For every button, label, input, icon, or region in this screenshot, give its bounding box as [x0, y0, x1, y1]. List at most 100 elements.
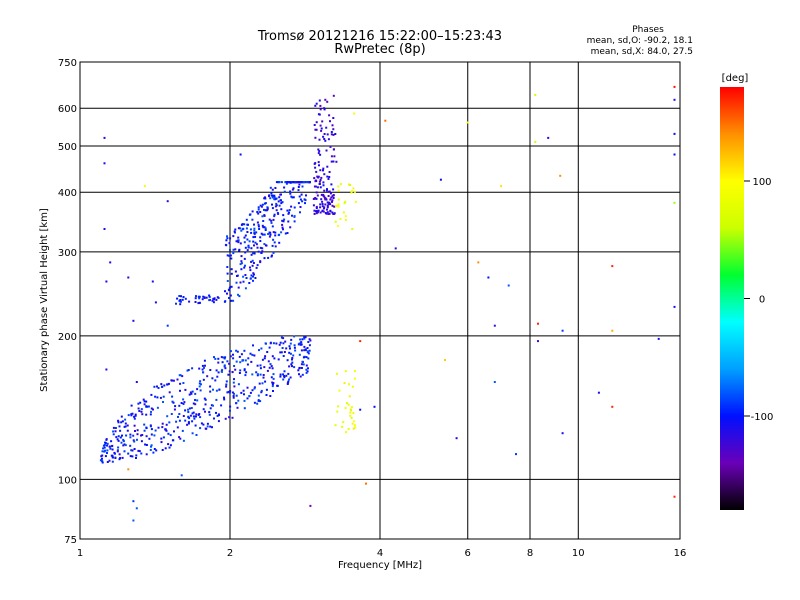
data-point [264, 227, 267, 230]
data-point [212, 297, 215, 300]
data-point [287, 380, 290, 383]
data-point [299, 341, 302, 344]
data-point [344, 370, 347, 373]
data-point [321, 205, 324, 208]
data-point [264, 197, 267, 200]
data-point [182, 415, 185, 417]
data-point [305, 364, 308, 367]
data-point [238, 372, 241, 374]
data-point [143, 400, 146, 403]
data-point [354, 200, 357, 203]
data-point [493, 381, 496, 383]
data-point [313, 209, 316, 212]
data-point [332, 117, 335, 119]
data-point [283, 376, 286, 379]
data-point [136, 438, 138, 441]
data-point [188, 300, 191, 303]
data-point [282, 337, 285, 340]
data-point [308, 344, 311, 347]
data-point [339, 183, 342, 186]
data-point [208, 295, 211, 298]
data-point [224, 290, 226, 293]
data-point [217, 361, 220, 364]
data-point [268, 235, 271, 238]
data-point [223, 300, 226, 303]
data-point [142, 398, 145, 401]
data-point [243, 349, 246, 352]
data-point [334, 220, 337, 223]
data-point [252, 279, 254, 282]
chart-subtitle: RwPretec (8p) [334, 42, 425, 57]
data-point [229, 237, 232, 240]
data-point [300, 367, 303, 369]
data-point [132, 500, 135, 503]
data-point [328, 176, 331, 178]
data-point [318, 99, 321, 102]
data-point [122, 438, 125, 441]
data-point [323, 138, 326, 140]
data-point [206, 375, 209, 378]
data-point [124, 444, 127, 447]
data-point [269, 342, 272, 345]
data-point [239, 242, 242, 245]
data-point [280, 181, 283, 184]
data-point [251, 389, 254, 392]
grid [80, 62, 680, 539]
data-point [275, 181, 278, 184]
data-point [255, 371, 258, 374]
data-point [268, 195, 270, 198]
data-point [303, 181, 305, 184]
data-point [103, 450, 106, 453]
data-point [326, 175, 329, 178]
data-point [673, 305, 676, 308]
data-point [130, 414, 133, 417]
data-point [306, 347, 309, 349]
data-point [320, 193, 323, 196]
data-point [136, 429, 139, 432]
data-point [319, 211, 322, 214]
data-point [125, 434, 128, 437]
data-point [230, 257, 233, 260]
data-point [232, 396, 235, 399]
stats-heading: Phases [632, 25, 664, 35]
data-point [170, 379, 173, 382]
data-point [193, 417, 196, 420]
data-point [349, 408, 352, 411]
data-point [189, 391, 192, 394]
data-point [322, 135, 325, 138]
data-point [131, 455, 134, 458]
data-point [186, 423, 189, 426]
data-point [256, 246, 259, 249]
data-point [275, 209, 278, 212]
data-point [243, 257, 246, 260]
data-point [165, 423, 168, 426]
data-point [300, 193, 303, 196]
data-point [289, 190, 292, 193]
data-point [102, 444, 105, 447]
data-point [157, 426, 160, 429]
data-point [159, 396, 162, 399]
data-point [147, 405, 150, 408]
data-point [328, 212, 331, 215]
data-point [220, 404, 223, 407]
data-point [302, 356, 305, 359]
data-point [153, 448, 156, 450]
data-point [234, 248, 237, 251]
data-point [187, 421, 190, 424]
data-point [216, 375, 219, 378]
data-point [315, 121, 318, 124]
data-point [297, 202, 300, 205]
data-point [318, 180, 321, 183]
data-point [315, 212, 318, 215]
data-point [133, 415, 136, 418]
data-point [160, 441, 163, 444]
data-point [243, 241, 246, 244]
data-point [118, 425, 121, 428]
data-point [274, 234, 277, 237]
data-point [272, 231, 275, 234]
data-point [139, 401, 142, 404]
data-point [252, 252, 255, 255]
y-tick-label: 300 [58, 248, 77, 259]
data-point [263, 233, 266, 236]
data-point [317, 113, 320, 116]
